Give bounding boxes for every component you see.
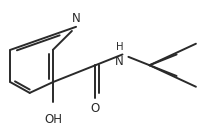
Text: N: N xyxy=(72,11,80,25)
Text: N: N xyxy=(115,55,124,68)
Text: O: O xyxy=(91,102,100,115)
Text: H: H xyxy=(116,42,123,52)
Text: OH: OH xyxy=(44,113,62,126)
